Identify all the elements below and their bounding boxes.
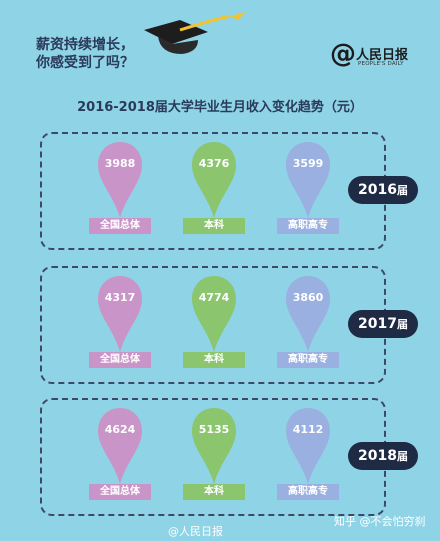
pin-overall-2017: 4317 [96,274,144,354]
pin-bachelor-2018: 5135 [190,406,238,486]
category-label-bachelor-2018: 本科 [183,484,245,500]
value-label-vocational-2018: 4112 [292,423,324,436]
zhihu-watermark: 知乎 @不会怕穷刹 [334,515,426,528]
pin-vocational-2017: 3860 [284,274,332,354]
value-label-overall-2016: 3988 [104,157,136,170]
category-label-vocational-2018: 高职高专 [277,484,339,500]
headline-line-2: 你感受到了吗？ [36,55,134,71]
category-label-bachelor-2016: 本科 [183,218,245,234]
year-badge-number: 2018 [358,448,397,464]
logo-sub-text: PEOPLE'S DAILY [358,61,404,67]
graduation-cap-icon [142,10,272,70]
year-badge-suffix: 届 [396,450,408,463]
headline: 薪资持续增长， 你感受到了吗？ [36,36,134,72]
category-label-vocational-2017: 高职高专 [277,352,339,368]
year-group-2017: 4317 全国总体 4774 本科 3860 高职高专 [40,266,386,384]
value-label-bachelor-2018: 5135 [198,423,230,436]
value-label-bachelor-2017: 4774 [198,291,230,304]
year-group-2016: 3988 全国总体 4376 本科 3599 高职高专 [40,132,386,250]
pin-vocational-2016: 3599 [284,140,332,220]
category-label-overall-2018: 全国总体 [89,484,151,500]
year-badge-2017: 2017届 [348,310,418,338]
category-label-overall-2017: 全国总体 [89,352,151,368]
year-badge-2018: 2018届 [348,442,418,470]
category-label-overall-2016: 全国总体 [89,218,151,234]
value-label-vocational-2017: 3860 [292,291,324,304]
category-label-vocational-2016: 高职高专 [277,218,339,234]
year-badge-2016: 2016届 [348,176,418,204]
weibo-watermark: @人民日报 [168,525,223,538]
year-group-2018: 4624 全国总体 5135 本科 4112 高职高专 [40,398,386,516]
people-daily-logo: @ 人民日报 PEOPLE'S DAILY [330,38,420,78]
value-label-overall-2018: 4624 [104,423,136,436]
headline-line-1: 薪资持续增长， [36,37,134,53]
value-label-overall-2017: 4317 [104,291,136,304]
logo-main-text: 人民日报 [356,48,409,63]
value-label-vocational-2016: 3599 [292,157,324,170]
pin-overall-2016: 3988 [96,140,144,220]
logo-at-icon: @ [330,39,356,69]
pin-bachelor-2016: 4376 [190,140,238,220]
year-badge-suffix: 届 [396,318,408,331]
category-label-bachelor-2017: 本科 [183,352,245,368]
pin-bachelor-2017: 4774 [190,274,238,354]
pin-overall-2018: 4624 [96,406,144,486]
year-badge-suffix: 届 [396,184,408,197]
chart-title: 2016-2018届大学毕业生月收入变化趋势（元） [77,100,363,115]
pin-vocational-2018: 4112 [284,406,332,486]
year-badge-number: 2016 [358,182,397,198]
value-label-bachelor-2016: 4376 [198,157,230,170]
year-badge-number: 2017 [358,316,397,332]
